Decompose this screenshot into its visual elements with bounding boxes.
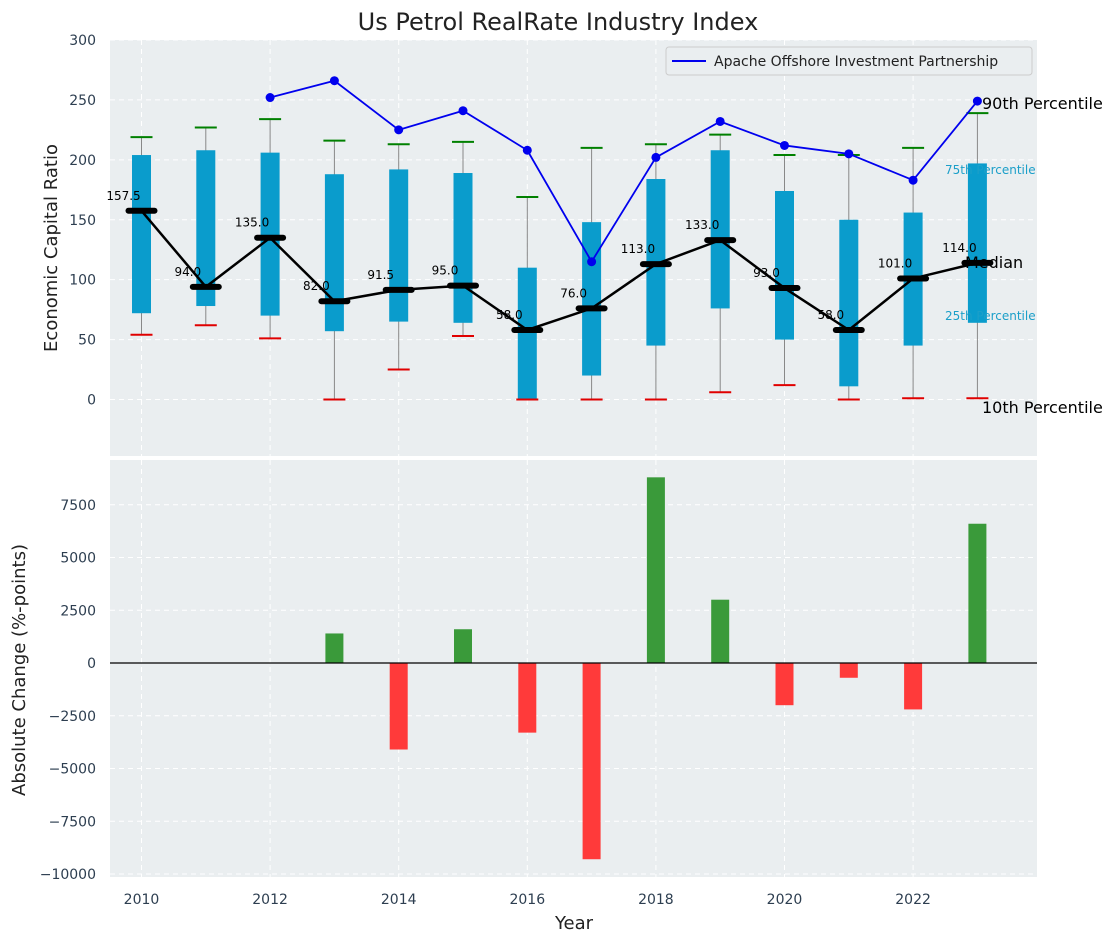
legend-box [665,46,1033,76]
change-bar [775,663,794,706]
bottom-y-tick-label: 2500 [60,603,96,619]
x-tick-label: 2014 [381,892,417,908]
annotation-p25: 25th Percentile [945,309,1036,323]
median-value-label: 135.0 [235,216,269,230]
company-point [651,152,661,162]
iqr-box [324,174,344,332]
x-axis-label: Year [554,913,594,934]
bottom-y-axis-label: Absolute Change (%-points) [9,544,30,796]
iqr-box [839,219,859,387]
change-bar [454,629,472,663]
company-point [844,149,854,159]
iqr-box [389,169,409,322]
change-bar [389,663,408,750]
iqr-box [453,173,473,323]
x-tick-label: 2012 [252,892,288,908]
x-axis: 2010 2012 2014 2016 2018 2020 2022 [124,892,931,908]
median-value-label: 133.0 [685,218,719,232]
change-bar [711,599,730,663]
x-tick-label: 2018 [638,892,674,908]
bottom-y-tick-label: −7500 [49,814,96,830]
bottom-y-tick-label: 0 [87,656,96,672]
iqr-box [132,155,151,314]
median-value-label: 113.0 [621,242,655,256]
median-value-label: 93.0 [753,266,780,280]
bottom-y-tick-label: −5000 [49,762,96,778]
company-point [522,145,532,155]
company-point [458,106,468,116]
company-line [269,79,979,264]
bottom-plot-background [110,460,1037,877]
company-point [394,125,404,135]
annotation-p90: 90th Percentile [982,94,1103,113]
median-value-label: 95.0 [432,264,459,278]
change-bar [646,477,665,663]
top-y-tick-label: 100 [69,273,96,289]
iqr-boxes [132,150,987,400]
median-value-label: 157.5 [106,189,140,203]
median-value-label: 58.0 [496,308,523,322]
median-value-label: 58.0 [817,308,844,322]
bottom-y-axis: −10000 −7500 −5000 −2500 0 2500 5000 7500 [40,498,96,883]
top-y-tick-label: 300 [69,33,96,49]
change-bars [325,477,987,860]
bottom-y-tick-label: −10000 [40,867,96,883]
company-point [329,76,339,86]
top-y-axis: 0 50 100 150 200 250 300 [69,33,96,409]
company-point [972,96,982,106]
company-point [715,116,725,126]
iqr-box [775,190,794,340]
top-y-tick-label: 150 [69,213,96,229]
x-tick-label: 2016 [509,892,545,908]
iqr-box [967,163,987,323]
percentile-caps [130,112,989,401]
company-point [780,140,789,150]
median-line [140,209,978,332]
company-point [265,93,275,103]
median-value-label: 91.5 [367,268,394,282]
company-point [908,175,918,185]
top-y-tick-label: 50 [78,333,96,349]
top-y-tick-label: 250 [69,93,96,109]
median-value-label: 101.0 [878,256,912,270]
annotation-median: Median [965,253,1023,272]
annotation-p75: 75th Percentile [945,163,1036,177]
iqr-box [582,222,602,376]
change-bar [968,523,987,663]
iqr-box [710,150,730,309]
change-bar [839,663,858,678]
x-tick-label: 2022 [895,892,931,908]
change-bar [904,663,923,710]
iqr-box [196,150,216,307]
chart-title: Us Petrol RealRate Industry Index [358,8,759,36]
bottom-y-tick-label: −2500 [49,709,96,725]
median-value-label: 76.0 [560,286,587,300]
change-bar [325,633,344,663]
legend-label: Apache Offshore Investment Partnership [714,54,998,70]
top-plot-background [110,40,1037,456]
iqr-box [517,267,537,400]
median-value-label: 94.0 [174,265,201,279]
company-series [265,76,982,267]
legend: Apache Offshore Investment Partnership [665,46,1033,76]
annotation-p10: 10th Percentile [982,398,1103,417]
top-y-tick-label: 0 [87,393,96,409]
top-y-tick-label: 200 [69,153,96,169]
change-bar [582,663,601,860]
top-y-axis-label: Economic Capital Ratio [41,144,62,352]
bottom-y-tick-label: 5000 [60,551,96,567]
median-value-label: 82.0 [303,279,330,293]
x-tick-label: 2010 [124,892,160,908]
company-point [587,257,597,267]
percentile-annotations: 90th Percentile 75th Percentile Median 2… [945,94,1103,417]
iqr-box [260,152,280,316]
median-value-label: 114.0 [942,241,976,255]
bottom-y-tick-label: 7500 [60,498,96,514]
change-bar [518,663,537,733]
x-tick-label: 2020 [767,892,803,908]
median-series: 157.5 94.0 135.0 82.0 91.5 95.0 58.0 76.0 113.0 1… [106,189,994,333]
